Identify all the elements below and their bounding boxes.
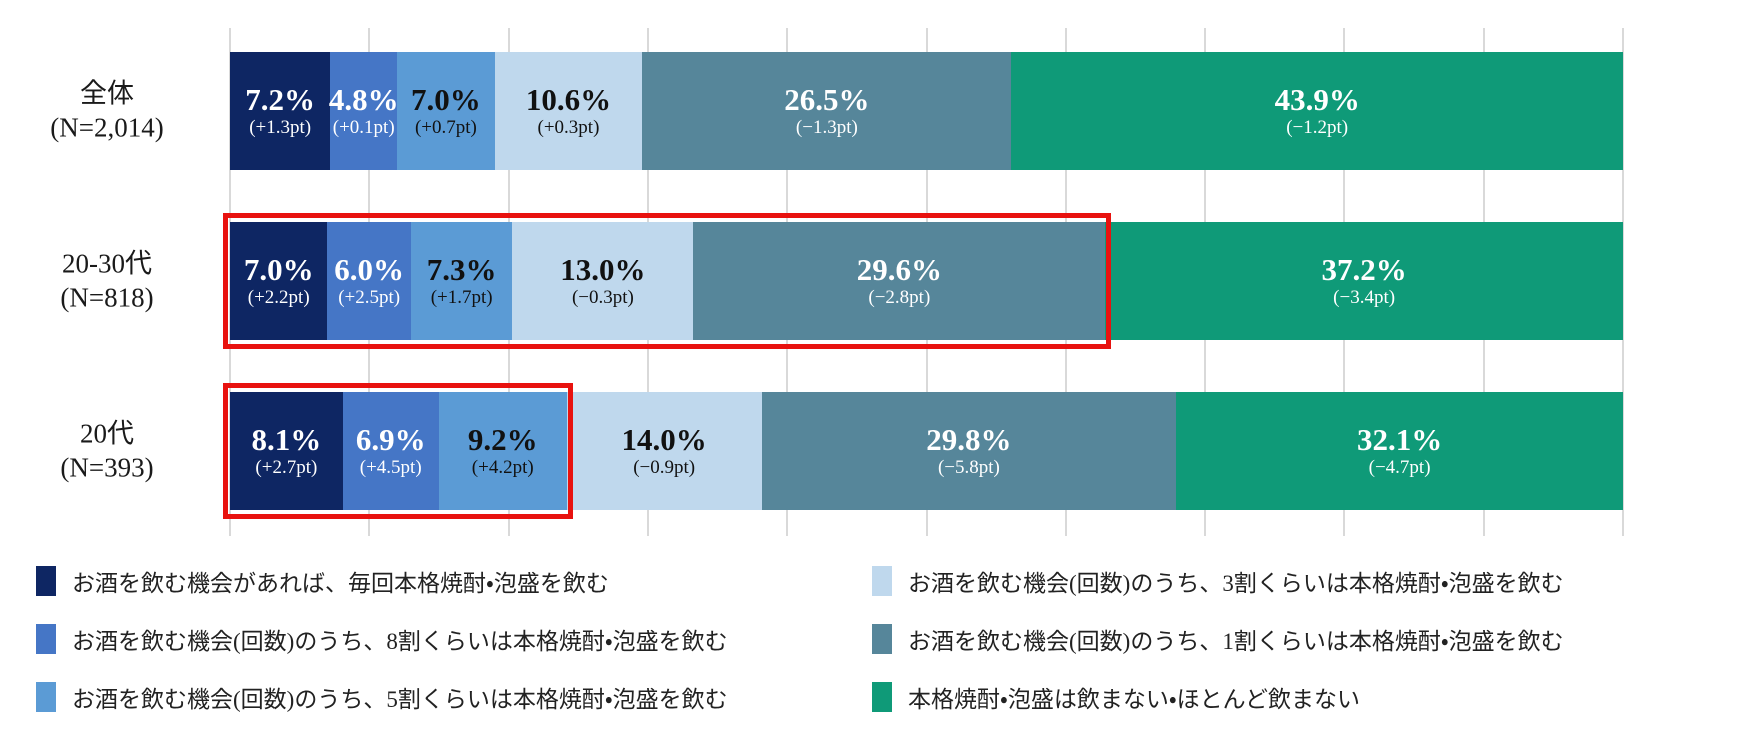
segment-change-label: (+0.1pt) <box>332 117 395 139</box>
row-label-n: (N=2,014) <box>50 112 164 142</box>
gridline-100 <box>1622 28 1624 536</box>
bar-segment: 6.0% (+2.5pt) <box>327 222 411 340</box>
legend-column-left: お酒を飲む機会があれば、毎回本格焼酎・泡盛を飲むお酒を飲む機会(回数)のうち、8… <box>36 564 728 714</box>
legend-swatch-icon <box>36 624 56 654</box>
row-label-name: 全体 <box>80 78 134 109</box>
row-label: 20代 (N=393) <box>0 417 216 485</box>
segment-value-label: 7.3% <box>426 251 497 287</box>
bar-row-0: 全体 (N=2,014) 7.2% (+1.3pt) 4.8% (+0.1pt) 7.0%(… <box>50 52 1623 170</box>
segment-value-label: 8.1% <box>251 421 322 457</box>
segment-value-label: 32.1% <box>1356 421 1443 457</box>
segment-value-label: 26.5% <box>784 81 870 117</box>
segment-change-label: (+4.2pt) <box>471 457 534 479</box>
bar-segment: 43.9% (−1.2pt) <box>1011 52 1623 170</box>
segment-value-label: 43.9% <box>1274 81 1360 117</box>
legend-swatch-icon <box>36 566 56 596</box>
segment-change-label: (−5.8pt) <box>937 457 1000 479</box>
bar-segment: 8.1% (+2.7pt) <box>230 392 343 510</box>
legend-label: お酒を飲む機会(回数)のうち、5割くらいは本格焼酎・泡盛を飲む <box>72 687 728 712</box>
segment-change-label: (−4.7pt) <box>1368 457 1431 479</box>
bar-segment: 13.0% (−0.3pt) <box>512 222 694 340</box>
bar-segment: 10.6% (+0.3pt) <box>494 52 643 170</box>
segment-change-label: (−3.4pt) <box>1333 287 1396 309</box>
legend-swatch-icon <box>36 682 56 712</box>
bar-segment: 32.1% (−4.7pt) <box>1176 392 1623 510</box>
row-label-name: 20-30代 <box>62 248 152 279</box>
bar-segment: 29.6% (−2.8pt) <box>693 222 1106 340</box>
row-label-n: (N=818) <box>60 282 154 312</box>
segment-value-label: 9.2% <box>467 421 538 457</box>
segment-change-label: (+0.7pt) <box>414 117 477 139</box>
legend-swatch-icon <box>872 682 892 712</box>
bar-segment: 14.0% (−0.9pt) <box>566 392 762 510</box>
segment-value-label: 14.0% <box>621 421 707 457</box>
segment-change-label: (+4.5pt) <box>359 457 422 479</box>
segment-change-label: (+2.5pt) <box>338 287 401 309</box>
segment-change-label: (−0.9pt) <box>633 457 696 479</box>
bar-segment: 26.5% (−1.3pt) <box>642 52 1012 170</box>
segment-change-label: (+2.2pt) <box>247 287 310 309</box>
legend-label: お酒を飲む機会(回数)のうち、1割くらいは本格焼酎・泡盛を飲む <box>908 629 1564 654</box>
bar-rows: 全体 (N=2,014) 7.2% (+1.3pt) 4.8% (+0.1pt) 7.0%(… <box>50 28 1623 536</box>
legend-label: お酒を飲む機会があれば、毎回本格焼酎・泡盛を飲む <box>72 571 609 596</box>
segment-change-label: (−0.3pt) <box>571 287 634 309</box>
segment-change-label: (+1.7pt) <box>430 287 493 309</box>
bar-segment: 9.2% (+4.2pt) <box>438 392 567 510</box>
segment-value-label: 6.0% <box>334 251 405 287</box>
bar-segment: 4.8% (+0.1pt) <box>328 52 399 170</box>
legend-label: お酒を飲む機会(回数)のうち、8割くらいは本格焼酎・泡盛を飲む <box>72 629 728 654</box>
segment-value-label: 7.2% <box>245 81 316 117</box>
bar-segment: 29.8% (−5.8pt) <box>761 392 1177 510</box>
segment-change-label: (+2.7pt) <box>255 457 318 479</box>
segment-change-label: (−1.2pt) <box>1286 117 1349 139</box>
bar-row-1: 20-30代 (N=818) 7.0% (+2.2pt) 6.0% (+2.5pt) 7.3… <box>60 213 1623 349</box>
legend-item: お酒を飲む機会(回数)のうち、1割くらいは本格焼酎・泡盛を飲む <box>872 622 1564 656</box>
segment-change-label: (−2.8pt) <box>868 287 931 309</box>
bar-segment: 6.9% (+4.5pt) <box>342 392 439 510</box>
legend-label: 本格焼酎・泡盛は飲まない・ほとんど飲まない <box>908 687 1360 712</box>
legend-swatch-icon <box>872 624 892 654</box>
segment-value-label: 4.8% <box>328 81 399 117</box>
segment-value-label: 29.8% <box>926 421 1012 457</box>
row-label-name: 20代 <box>80 418 134 449</box>
stacked-bar: 7.2% (+1.3pt) 4.8% (+0.1pt) 7.0% (+0.7pt) 10.6… <box>230 52 1623 170</box>
row-label-n: (N=393) <box>60 452 154 482</box>
bar-segment: 7.2% (+1.3pt) <box>230 52 331 170</box>
segment-value-label: 7.0% <box>243 251 314 287</box>
segment-value-label: 6.9% <box>355 421 426 457</box>
legend-item: お酒を飲む機会(回数)のうち、3割くらいは本格焼酎・泡盛を飲む <box>872 564 1564 598</box>
bar-segment: 7.3% (+1.7pt) <box>410 222 513 340</box>
plot-area: 全体 (N=2,014) 7.2% (+1.3pt) 4.8% (+0.1pt) 7.0%(… <box>50 28 1624 536</box>
segment-value-label: 10.6% <box>525 81 612 117</box>
segment-value-label: 7.0% <box>411 81 481 117</box>
legend-item: お酒を飲む機会(回数)のうち、5割くらいは本格焼酎・泡盛を飲む <box>36 680 728 714</box>
segment-change-label: (−1.3pt) <box>795 117 858 139</box>
segment-value-label: 37.2% <box>1321 251 1407 287</box>
legend-item: 本格焼酎・泡盛は飲まない・ほとんど飲まない <box>872 680 1564 714</box>
row-label: 20-30代 (N=818) <box>0 247 216 315</box>
legend-swatch-icon <box>872 566 892 596</box>
stacked-bar: 8.1% (+2.7pt) 6.9% (+4.5pt) 9.2% (+4.2pt) 14.0… <box>230 392 1623 510</box>
segment-value-label: 13.0% <box>560 251 646 287</box>
legend-item: お酒を飲む機会(回数)のうち、8割くらいは本格焼酎・泡盛を飲む <box>36 622 728 656</box>
legend-column-right: お酒を飲む機会(回数)のうち、3割くらいは本格焼酎・泡盛を飲む お酒を飲む機会(回… <box>872 564 1564 714</box>
row-label: 全体 (N=2,014) <box>0 77 216 145</box>
legend-label: お酒を飲む機会(回数)のうち、3割くらいは本格焼酎・泡盛を飲む <box>908 571 1564 596</box>
legend-item: お酒を飲む機会があれば、毎回本格焼酎・泡盛を飲む <box>36 564 728 598</box>
bar-segment: 37.2% (−3.4pt) <box>1105 222 1623 340</box>
segment-change-label: (+0.3pt) <box>537 117 600 139</box>
bar-segment: 7.0% (+0.7pt) <box>397 52 495 170</box>
bar-segment: 7.0% (+2.2pt) <box>230 222 328 340</box>
bar-row-2: 20代 (N=393) 8.1% (+2.7pt) 6.9% (+4.5pt) 9.2% (+… <box>60 383 1623 519</box>
segment-value-label: 29.6% <box>856 251 942 287</box>
segment-change-label: (+1.3pt) <box>249 117 312 139</box>
stacked-bar: 7.0% (+2.2pt) 6.0% (+2.5pt) 7.3% (+1.7pt) 13.0… <box>230 222 1623 340</box>
